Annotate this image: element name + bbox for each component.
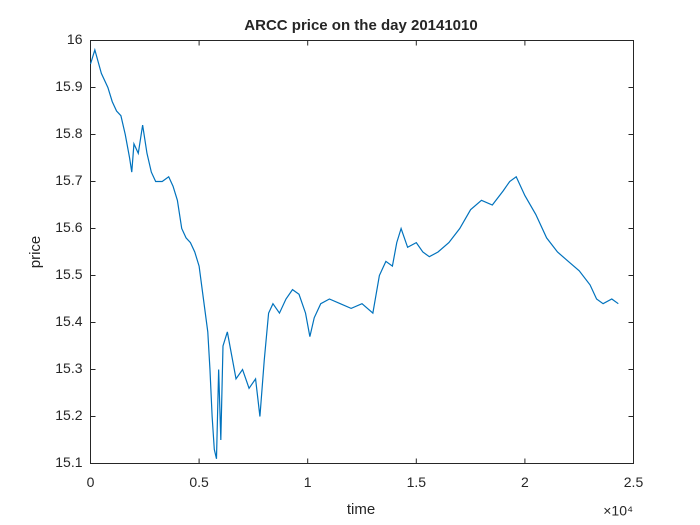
y-tick-label: 15.2 xyxy=(55,407,82,423)
y-tick-label: 15.8 xyxy=(55,125,82,141)
y-tick-label: 15.3 xyxy=(55,360,82,376)
y-axis-label: price xyxy=(27,236,44,269)
x-exponent-label: ×10⁴ xyxy=(603,503,633,519)
x-tick-label: 0.5 xyxy=(189,474,209,490)
y-tick-label: 15.9 xyxy=(55,78,82,94)
plot-area xyxy=(90,40,634,464)
y-tick-label: 15.4 xyxy=(55,313,82,329)
x-axis-label: time xyxy=(347,501,375,518)
x-tick-label: 1.5 xyxy=(407,474,427,490)
x-tick-label: 0 xyxy=(87,474,95,490)
x-tick-label: 2 xyxy=(521,474,529,490)
chart-title: ARCC price on the day 20141010 xyxy=(244,17,477,34)
x-tick-label: 1 xyxy=(304,474,312,490)
y-tick-label: 15.6 xyxy=(55,219,82,235)
y-tick-label: 15.5 xyxy=(55,266,82,282)
price-line xyxy=(89,47,619,459)
x-tick-label: 2.5 xyxy=(624,474,644,490)
y-tick-label: 15.1 xyxy=(55,454,82,470)
y-tick-label: 15.7 xyxy=(55,172,82,188)
y-tick-label: 16 xyxy=(67,31,83,47)
